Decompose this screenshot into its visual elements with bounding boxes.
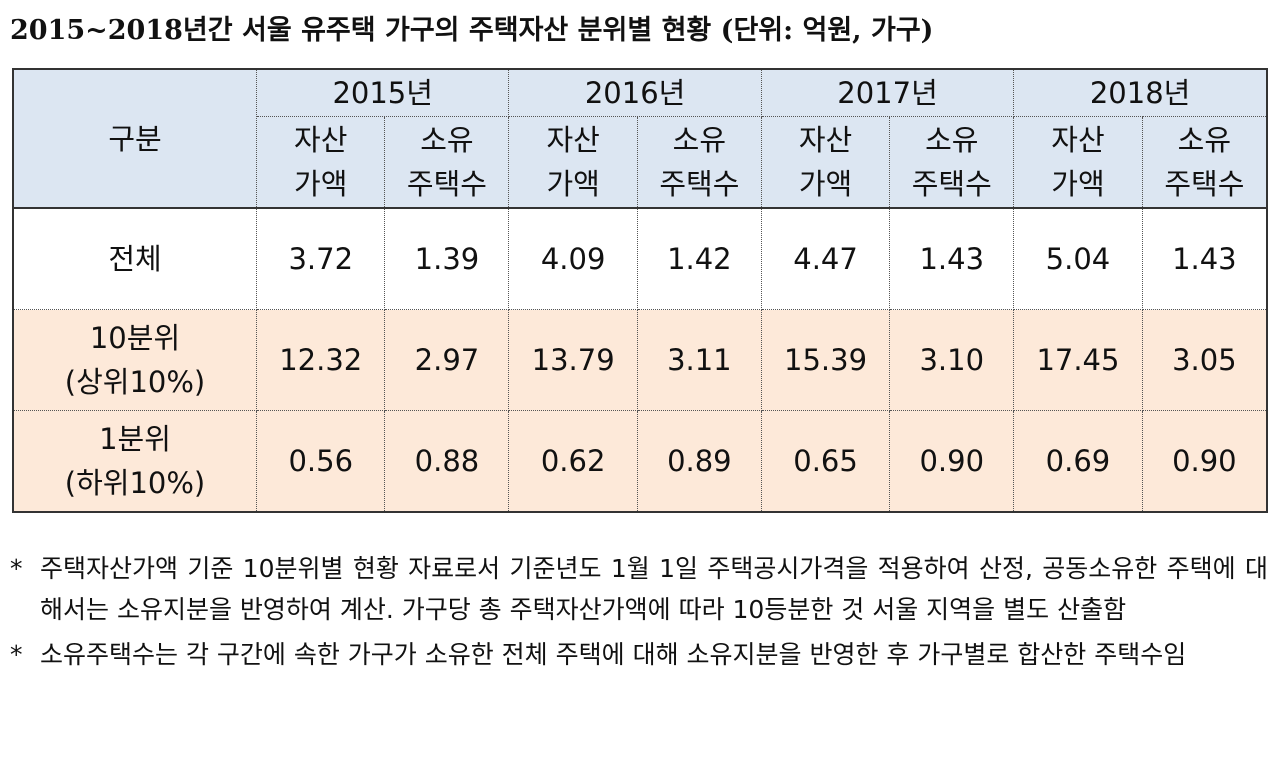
cell: 13.79 <box>508 309 638 411</box>
header-line: 소유 <box>672 123 727 157</box>
note-marker: * <box>10 640 23 669</box>
year-header: 2017년 <box>760 68 1015 117</box>
year-header: 2018년 <box>1013 68 1268 117</box>
year-header: 2016년 <box>508 68 762 117</box>
label-line: 10분위 <box>89 321 181 355</box>
header-line: 주택수 <box>659 167 740 201</box>
cell: 3.10 <box>889 309 1015 411</box>
row-label: 전체 <box>12 207 257 310</box>
cell: 1.43 <box>1141 207 1268 310</box>
cell: 4.09 <box>508 207 638 310</box>
note-text: 주택자산가액 기준 10분위별 현황 자료로서 기준년도 1월 1일 주택공시가… <box>40 554 1268 624</box>
note-text: 소유주택수는 각 구간에 속한 가구가 소유한 전체 주택에 대해 소유지분을 … <box>40 640 1187 669</box>
header-line: 소유 <box>420 123 474 157</box>
header-line: 주택수 <box>1164 167 1245 201</box>
data-row: 전체 3.72 1.39 4.09 1.42 4.47 1.43 5.04 1.43 <box>12 207 1268 310</box>
label-line: 1분위 <box>99 422 171 456</box>
header-line: 자산 <box>294 123 348 157</box>
cell: 4.47 <box>760 207 891 310</box>
header-line: 주택수 <box>911 167 992 201</box>
label-line: (하위10%) <box>64 466 206 500</box>
label-line: (상위10%) <box>64 365 206 399</box>
header-line: 자산 <box>798 123 853 157</box>
data-row: 10분위 (상위10%) 12.32 2.97 13.79 3.11 15.39 3.10 17… <box>12 309 1268 411</box>
year-header: 2015년 <box>255 68 510 117</box>
header-line: 가액 <box>1051 167 1105 201</box>
subheader-row: 자산 가액 소유 주택수 자산 가액 소유 주택수 자산 가액 소유 주택수 자산 가액 소유 주택수 <box>13 116 1268 209</box>
row-label: 1분위 (하위10%) <box>12 410 257 513</box>
cell: 1.39 <box>384 207 510 310</box>
cell: 0.69 <box>1013 410 1143 513</box>
header-line: 가액 <box>798 167 853 201</box>
data-row: 1분위 (하위10%) 0.56 0.88 0.62 0.89 0.65 0.90 0.69 0.… <box>12 410 1268 513</box>
cell: 5.04 <box>1013 207 1143 310</box>
cell: 0.90 <box>889 410 1015 513</box>
note: * 소유주택수는 각 구간에 속한 가구가 소유한 전체 주택에 대해 소유지분을… <box>10 634 1268 675</box>
cell: 1.43 <box>889 207 1015 310</box>
header-line: 자산 <box>1051 123 1105 157</box>
cell: 3.11 <box>636 309 762 411</box>
title: 2015~2018년간 서울 유주택 가구의 주택자산 분위별 현황 (단위: … <box>10 15 934 46</box>
header-row: 구분 2015년 2016년 2017년 2018년 <box>12 68 1268 209</box>
header-line: 가액 <box>546 167 600 201</box>
row-label: 10분위 (상위10%) <box>12 309 257 411</box>
note: * 주택자산가액 기준 10분위별 현황 자료로서 기준년도 1월 1일 주택공시… <box>10 548 1268 630</box>
cell: 0.90 <box>1141 410 1268 513</box>
header-line: 주택수 <box>406 167 487 201</box>
corner-cell: 구분 <box>12 68 257 209</box>
cell: 12.32 <box>255 309 386 411</box>
header-line: 자산 <box>546 123 600 157</box>
header-line: 가액 <box>294 167 348 201</box>
label-line: 전체 <box>108 242 162 276</box>
cell: 0.62 <box>508 410 638 513</box>
cell: 0.88 <box>384 410 510 513</box>
cell: 0.56 <box>255 410 386 513</box>
cell: 2.97 <box>384 309 510 411</box>
header-line: 소유 <box>1177 123 1232 157</box>
cell: 0.89 <box>636 410 762 513</box>
cell: 1.42 <box>636 207 762 310</box>
cell: 17.45 <box>1013 309 1143 411</box>
cell: 0.65 <box>760 410 891 513</box>
note-marker: * <box>10 554 23 583</box>
notes: * 주택자산가액 기준 10분위별 현황 자료로서 기준년도 1월 1일 주택공시… <box>10 548 1268 679</box>
cell: 15.39 <box>760 309 891 411</box>
header-line: 소유 <box>925 123 979 157</box>
table: 구분 2015년 2016년 2017년 2018년 자산 가액 소유 주택수 자산 가액 소유 주택수… <box>12 68 1268 513</box>
cell: 3.72 <box>255 207 386 310</box>
cell: 3.05 <box>1141 309 1268 411</box>
